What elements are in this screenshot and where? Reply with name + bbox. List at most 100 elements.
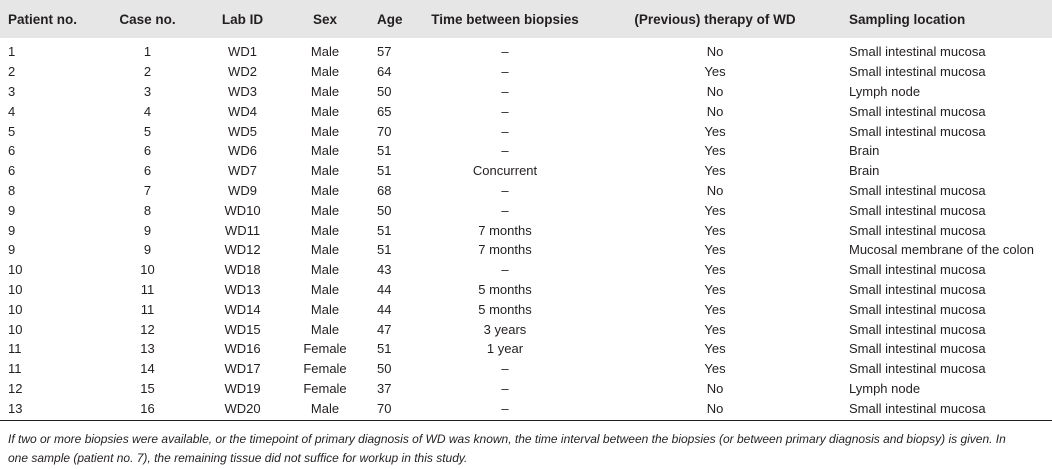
table-row: 6 6 WD7 Male 51 Concurrent Yes Brain <box>0 161 1052 181</box>
table-cell: 10 <box>8 321 23 337</box>
table-cell: Brain <box>849 143 880 159</box>
table-cell: – <box>420 398 590 422</box>
table-cell: 16 <box>100 398 195 422</box>
table-cell: 12 <box>140 321 155 337</box>
header-row: Patient no. Case no. Lab ID Sex Age Time betw… <box>0 0 1052 38</box>
table-cell: Male <box>310 262 340 278</box>
table-row: 11 14 WD17 Female 50 – Yes Small intestinal muc… <box>0 359 1052 379</box>
table-cell: – <box>501 44 509 60</box>
table-cell: WD3 <box>228 83 257 99</box>
table-cell: Male <box>310 281 340 297</box>
table-cell: WD20 <box>195 398 290 422</box>
table-cell: No <box>706 380 724 396</box>
table-cell: 64 <box>377 64 392 80</box>
table-cell: 51 <box>377 163 392 179</box>
table-cell: – <box>501 262 509 278</box>
table-cell: 12 <box>8 380 23 396</box>
table-row: 1 1 WD1 Male 57 – No Small intestinal mucosa <box>0 38 1052 62</box>
table-cell: WD19 <box>224 380 261 396</box>
table-cell: Male <box>310 182 340 198</box>
table-cell: 10 <box>8 281 23 297</box>
table-cell: Lymph node <box>849 380 921 396</box>
table-cell: 47 <box>377 321 392 337</box>
table-cell: Male <box>310 83 340 99</box>
table-cell: Small intestinal mucosa <box>849 202 986 218</box>
table-cell: 11 <box>8 361 22 377</box>
column-header: (Previous) therapy of WD <box>590 0 840 38</box>
table-cell: Small intestinal mucosa <box>849 321 986 337</box>
table-cell: 3 years <box>483 321 527 337</box>
table-cell: 15 <box>140 380 155 396</box>
table-cell: WD4 <box>228 103 257 119</box>
table-cell: 51 <box>377 143 392 159</box>
table-cell: 44 <box>377 281 392 297</box>
table-cell: Yes <box>704 202 726 218</box>
table-cell: Yes <box>704 143 726 159</box>
table-row: 4 4 WD4 Male 65 – No Small intestinal mucosa <box>0 101 1052 121</box>
table-cell: Male <box>310 242 340 258</box>
table-cell: – <box>501 83 509 99</box>
table-cell: Brain <box>849 163 880 179</box>
table-cell: 6 <box>8 163 16 179</box>
table-cell: 6 <box>143 163 152 179</box>
table-cell: 10 <box>8 262 23 278</box>
column-header: Sex <box>290 0 360 38</box>
table-cell: WD7 <box>228 163 257 179</box>
footnote: If two or more biopsies were available, … <box>8 432 1006 466</box>
table-row: 10 12 WD15 Male 47 3 years Yes Small intestinal… <box>0 319 1052 339</box>
table-cell: Male <box>310 103 340 119</box>
table-cell: Small intestinal mucosa <box>849 262 986 278</box>
table-cell: Small intestinal mucosa <box>849 281 986 297</box>
table-cell: WD13 <box>224 281 261 297</box>
table-cell: No <box>706 83 724 99</box>
table-row: 13 16 WD20 Male 70– No Small intestinal mucosa <box>0 398 1052 422</box>
table-cell: WD10 <box>224 202 261 218</box>
table-row: 2 2 WD2 Male 64 – Yes Small intestinal mucosa <box>0 62 1052 82</box>
table-cell: 1 <box>143 44 152 60</box>
table-cell: No <box>706 44 724 60</box>
table-cell: 7 months <box>478 222 532 238</box>
table-cell: 1 year <box>486 341 524 357</box>
table-cell: 51 <box>377 341 392 357</box>
table-cell: 50 <box>377 202 392 218</box>
table-cell: 4 <box>8 103 16 119</box>
table-cell: Small intestinal mucosa <box>849 64 986 80</box>
table-cell: 9 <box>143 242 152 258</box>
table-cell: Small intestinal mucosa <box>849 44 986 60</box>
table-cell: WD6 <box>228 143 257 159</box>
table-cell: Yes <box>704 281 726 297</box>
table-cell: Small intestinal mucosa <box>849 182 986 198</box>
table-cell: Small intestinal mucosa <box>849 361 986 377</box>
table-cell: – <box>501 143 509 159</box>
table-cell: No <box>706 103 724 119</box>
table-row: 5 5 WD5 Male 70 – Yes Small intestinal mucosa <box>0 121 1052 141</box>
table-cell: 43 <box>377 262 392 278</box>
table-cell: WD14 <box>224 301 261 317</box>
table-cell: – <box>501 361 509 377</box>
table-cell: Female <box>303 341 347 357</box>
table-row: 8 7 WD9 Male 68 – No Small intestinal mucosa <box>0 181 1052 201</box>
table-cell: 3 <box>143 83 152 99</box>
table-row: 9 9 WD11 Male 51 7 months Yes Small intestinal … <box>0 220 1052 240</box>
table-cell: 68 <box>377 182 392 198</box>
table-cell: – <box>501 380 509 396</box>
table-cell: WD18 <box>224 262 261 278</box>
table-cell: 5 months <box>478 281 532 297</box>
table-cell: No <box>590 398 840 422</box>
table-cell: 4 <box>143 103 152 119</box>
table-cell: 10 <box>140 262 155 278</box>
table-row: 9 9 WD12 Male 51 7 months Yes Mucosal membrane … <box>0 240 1052 260</box>
table-cell: Yes <box>704 301 726 317</box>
table-cell: 44 <box>377 301 392 317</box>
table-cell: 5 months <box>478 301 532 317</box>
table-cell: – <box>501 103 509 119</box>
table-cell: Female <box>303 380 347 396</box>
table-cell: 57 <box>377 44 392 60</box>
column-header: Time between biopsies <box>420 0 590 38</box>
table-cell: Lymph node <box>849 83 921 99</box>
table-cell: Small intestinal mucosa <box>840 398 1052 422</box>
table-cell: Male <box>310 163 340 179</box>
table-cell: 11 <box>140 301 155 317</box>
table-body: 1 1 WD1 Male 57– No Small intestinal mucosa 2 2 W… <box>0 38 1052 422</box>
